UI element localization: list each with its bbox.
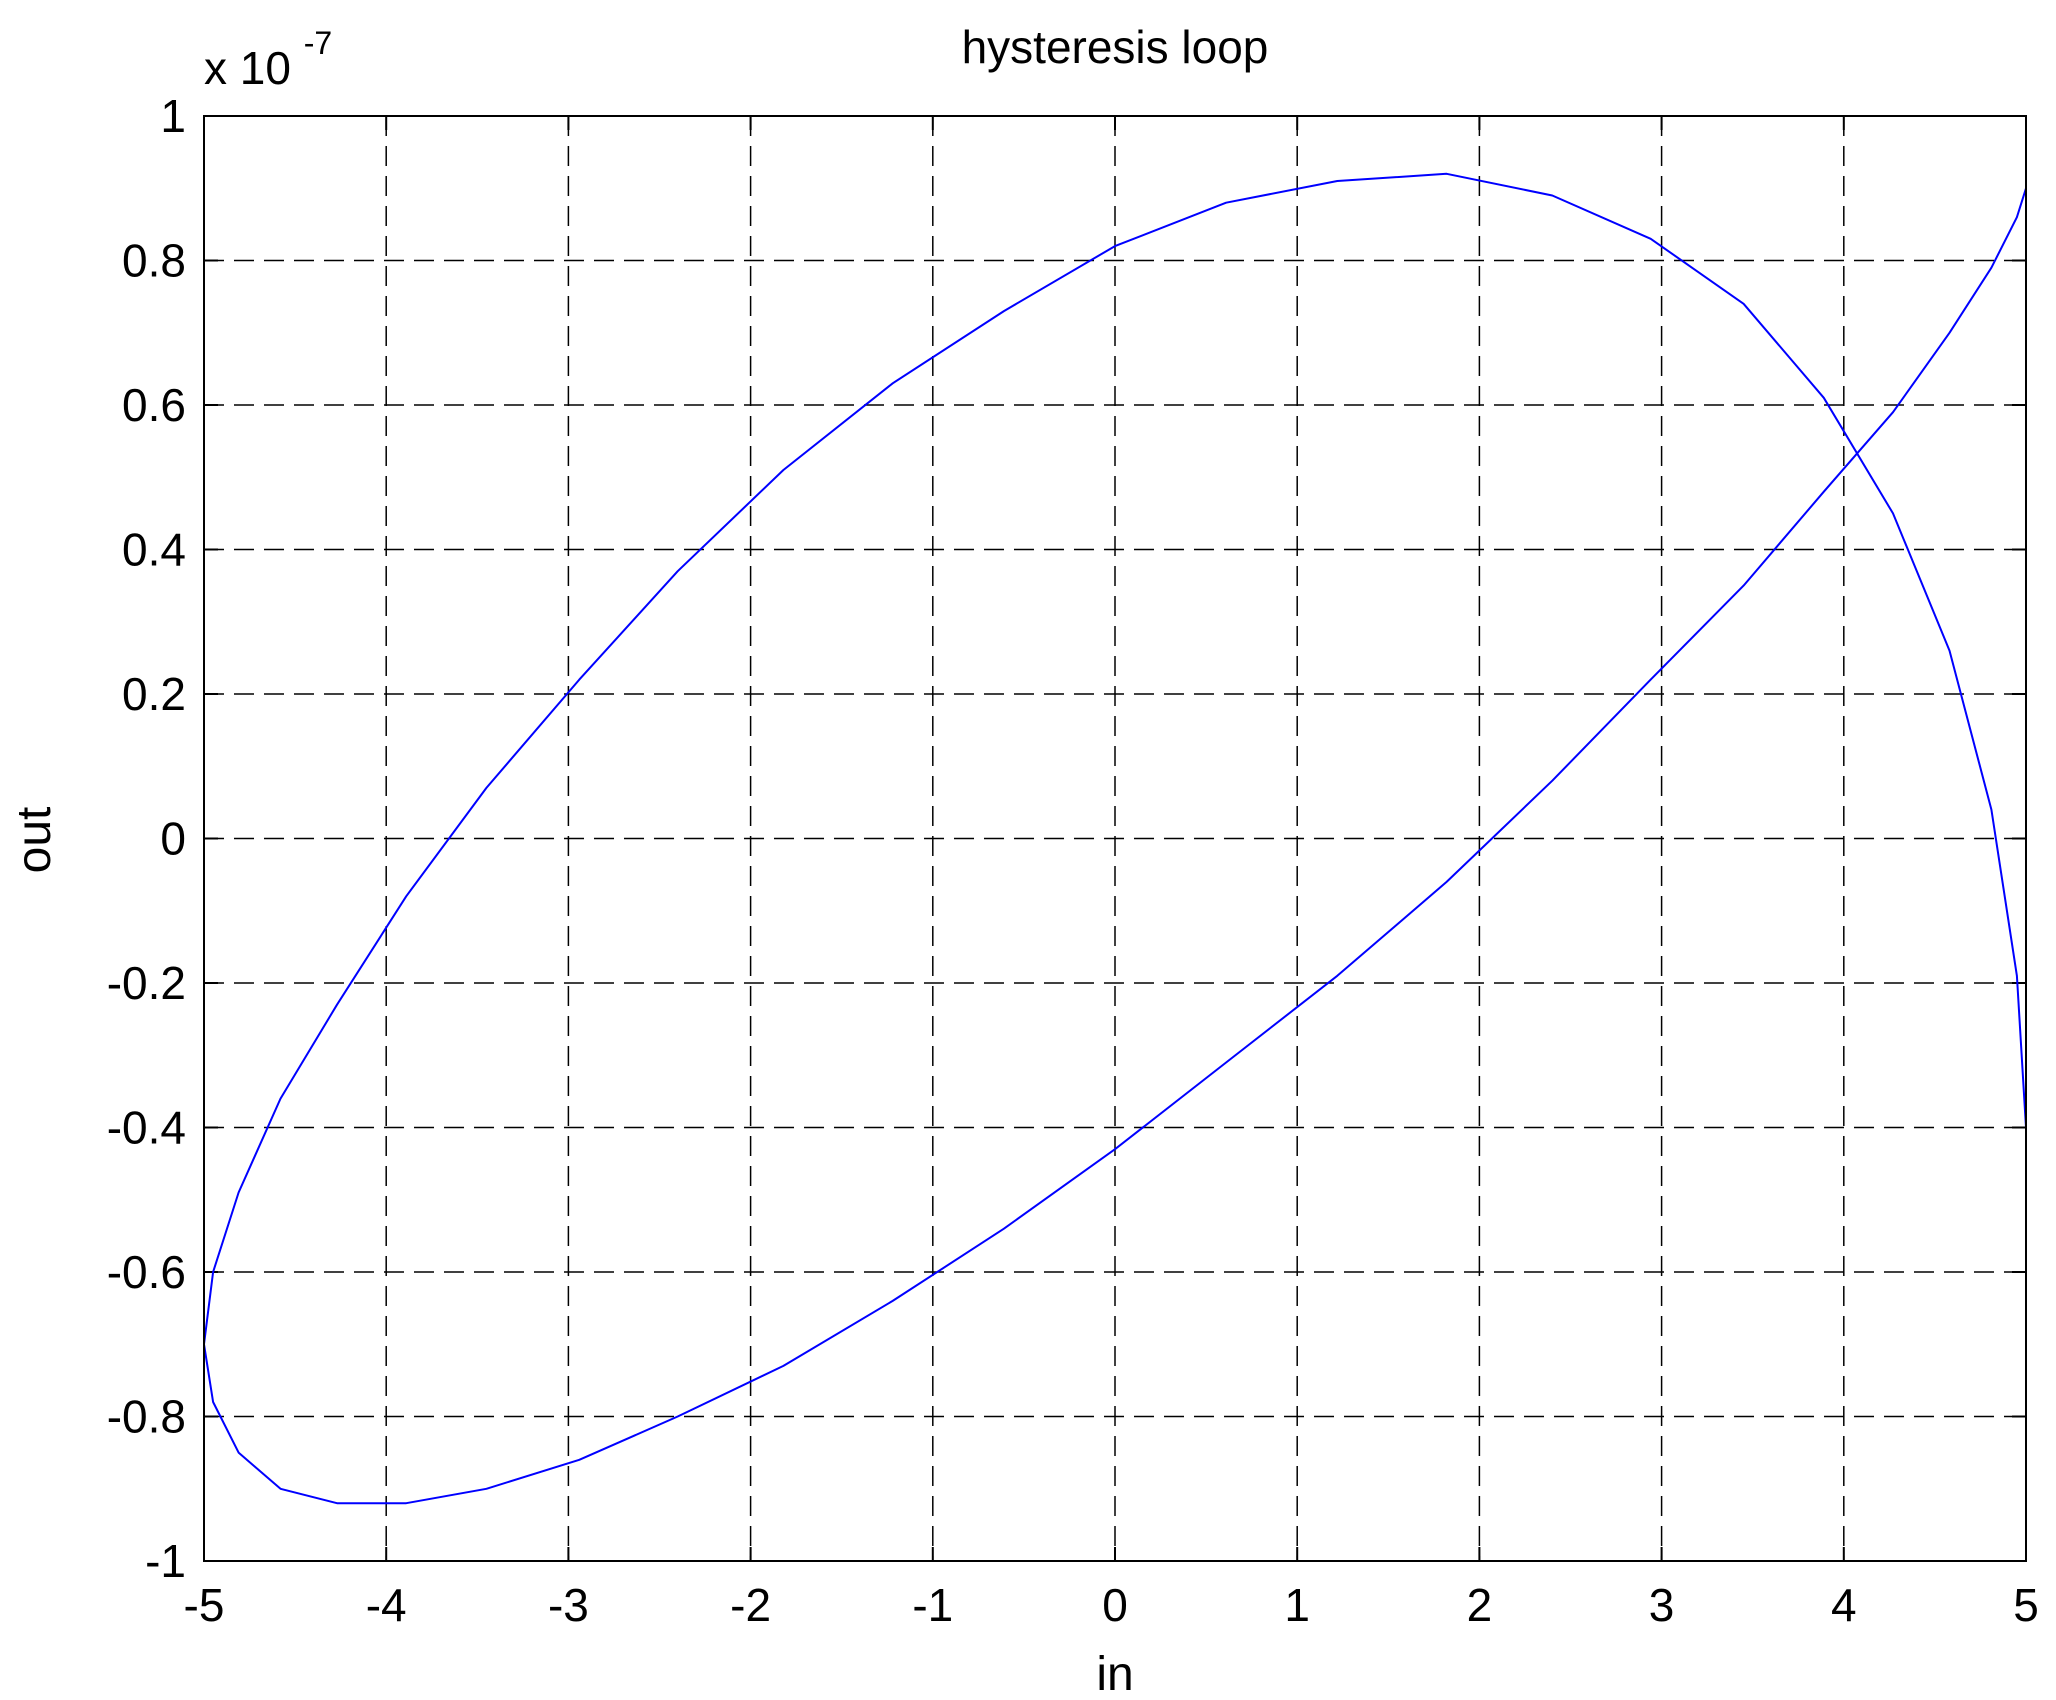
y-multiplier-base: x 10 [204,42,291,94]
y-tick-label: 0.2 [122,668,186,720]
x-tick-label: 5 [2013,1579,2039,1631]
y-tick-label: -0.8 [107,1391,186,1443]
y-multiplier: x 10 -7 [204,25,332,94]
y-tick-label: 0.6 [122,379,186,431]
x-tick-label: 4 [1831,1579,1857,1631]
x-tick-label: -5 [184,1579,225,1631]
y-axis-label: out [8,807,61,874]
y-tick-label: -0.6 [107,1246,186,1298]
y-tick-label: -0.4 [107,1102,186,1154]
x-tick-label: -1 [912,1579,953,1631]
x-tick-label: 1 [1284,1579,1310,1631]
y-tick-label: 1 [160,90,186,142]
y-tick-label: -1 [145,1535,186,1587]
x-tick-labels: -5 -4 -3 -2 -1 0 1 2 3 4 5 [184,1579,2039,1631]
x-tick-label: -3 [548,1579,589,1631]
x-tick-label: 0 [1102,1579,1128,1631]
grid [204,116,2026,1561]
plot-frame [203,115,2027,1562]
x-tick-label: 3 [1649,1579,1675,1631]
y-multiplier-exponent: -7 [304,25,332,61]
y-tick-label: 0.4 [122,524,186,576]
y-tick-label: 0 [160,813,186,865]
x-tick-label: -2 [730,1579,771,1631]
y-tick-label: 0.8 [122,235,186,287]
y-tick-label: -0.2 [107,957,186,1009]
x-axis-label: in [1096,1648,1133,1700]
y-tick-labels: -1 -0.8 -0.6 -0.4 -0.2 0 0.2 0.4 0.6 0.8 1 [107,90,186,1587]
x-tick-label: -4 [366,1579,407,1631]
chart-title: hysteresis loop [962,21,1269,73]
x-tick-label: 2 [1467,1579,1493,1631]
